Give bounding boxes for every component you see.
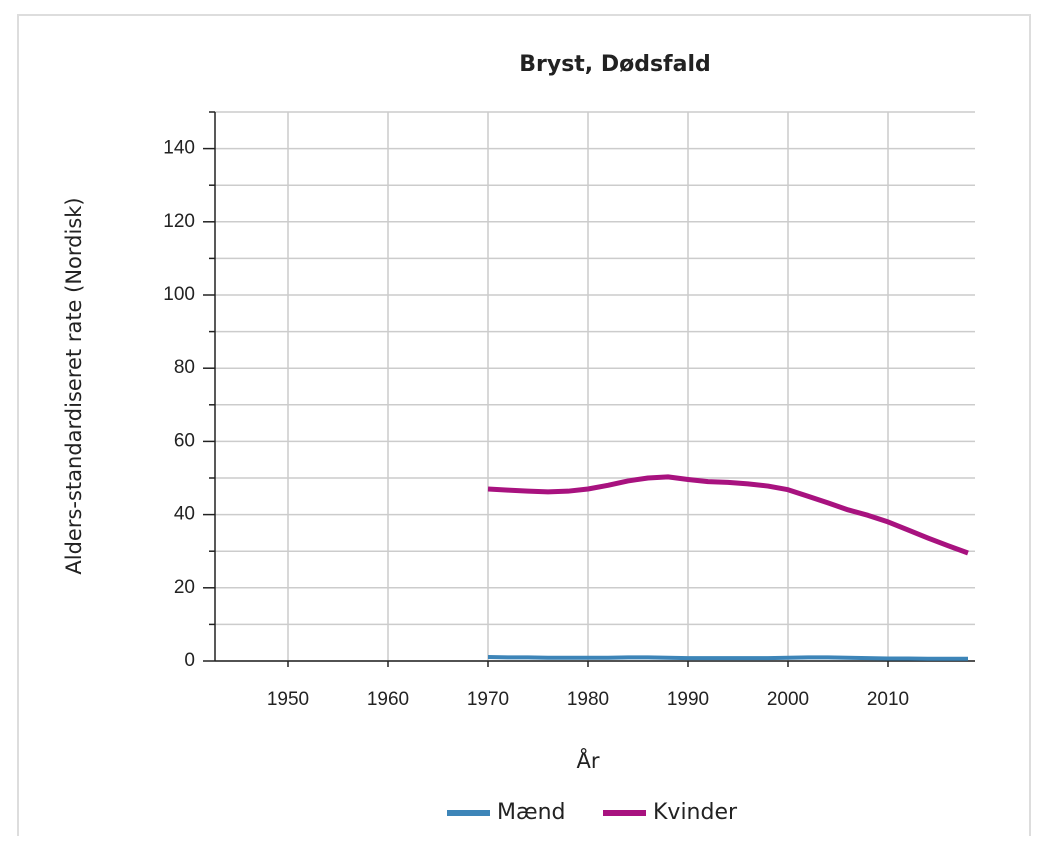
x-tick-label: 1950	[267, 689, 309, 710]
y-tick-label: 40	[174, 504, 195, 525]
x-tick-label: 2000	[767, 689, 809, 710]
x-tick-label: 1970	[467, 689, 509, 710]
legend-label: Mænd	[497, 800, 566, 825]
frame	[17, 14, 1031, 841]
legend-label: Kvinder	[653, 800, 738, 825]
y-tick-label: 100	[163, 284, 195, 305]
y-tick-label: 0	[184, 650, 195, 671]
x-axis-title: År	[577, 747, 600, 773]
y-tick-label: 20	[174, 577, 195, 598]
series-line	[487, 654, 968, 661]
y-tick-label: 60	[174, 430, 195, 451]
x-tick-label: 1980	[567, 689, 609, 710]
x-tick-label: 1960	[367, 689, 409, 710]
x-tick-label: 2010	[867, 689, 909, 710]
y-axis-title: Alders-standardiseret rate (Nordisk)	[62, 197, 86, 574]
y-tick-label: 140	[163, 138, 195, 159]
y-tick-label: 120	[163, 211, 195, 232]
y-tick-label: 80	[174, 357, 195, 378]
x-tick-label: 1990	[667, 689, 709, 710]
series-line	[487, 474, 969, 556]
chart-title: Bryst, Dødsfald	[519, 52, 711, 77]
